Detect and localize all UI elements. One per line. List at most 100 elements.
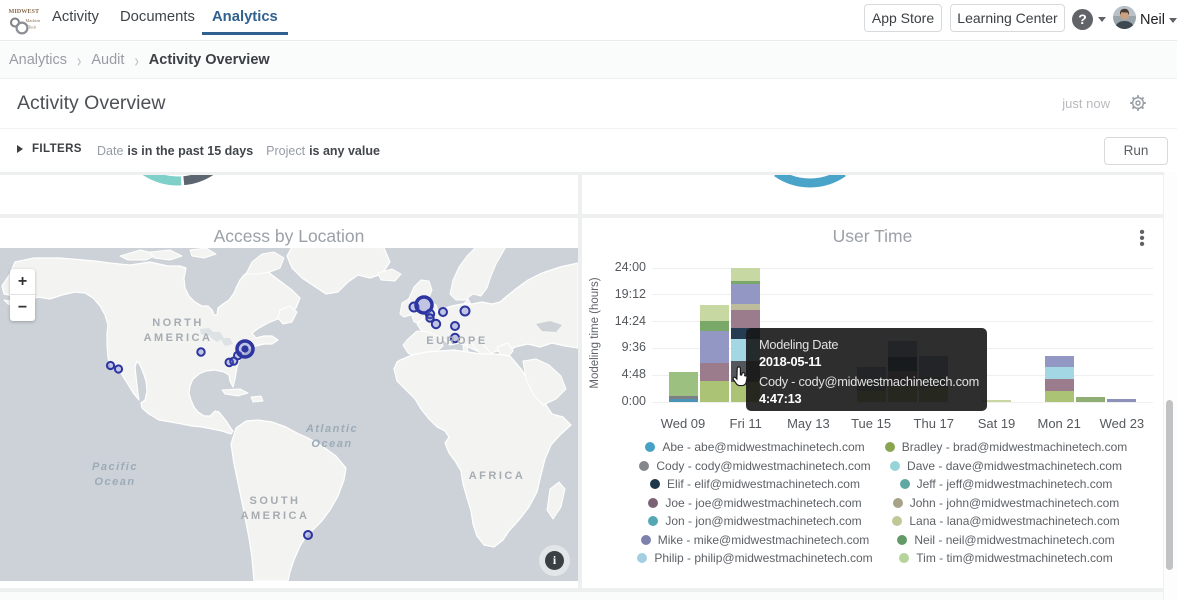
- legend-label: Neil - neil@midwestmachinetech.com: [914, 532, 1115, 547]
- breadcrumb-item[interactable]: Analytics: [9, 52, 68, 68]
- legend-item[interactable]: Neil - neil@midwestmachinetech.com: [888, 531, 1124, 550]
- bar-segment-fri-11[interactable]: [731, 310, 761, 329]
- svg-text:Machine: Machine: [26, 18, 41, 23]
- legend-item[interactable]: Joe - joe@midwestmachinetech.com: [620, 494, 890, 513]
- bar-segment-fri-11[interactable]: [731, 268, 761, 281]
- bar-segment-wed-09[interactable]: [668, 372, 698, 396]
- legend-item[interactable]: Lana - lana@midwestmachinetech.com: [888, 512, 1124, 531]
- legend-item[interactable]: Tim - tim@midwestmachinetech.com: [888, 549, 1124, 568]
- bar-segment-mon-21[interactable]: [1044, 391, 1074, 402]
- bar-segment-fri-11[interactable]: [731, 284, 761, 304]
- donut-arc-teal: [142, 174, 182, 185]
- legend-item[interactable]: Philip - philip@midwestmachinetech.com: [620, 549, 890, 568]
- legend-item[interactable]: Mike - mike@midwestmachinetech.com: [620, 531, 890, 550]
- bar-segment-thu-10[interactable]: [699, 381, 729, 402]
- bar-segment-wed-09[interactable]: [668, 395, 698, 400]
- legend-item[interactable]: John - john@midwestmachinetech.com: [888, 494, 1124, 513]
- map-landmass: [393, 349, 572, 548]
- map-label: Atlantic Ocean: [305, 423, 359, 450]
- bar-segment-fri-11[interactable]: [731, 328, 761, 340]
- map-marker[interactable]: [303, 530, 313, 540]
- filter-items: Date is in the past 15 days Project is any …: [97, 129, 380, 172]
- nav-item-activity[interactable]: Activity: [52, 9, 99, 25]
- chevron-down-icon: [1098, 17, 1106, 22]
- map-label: EUROPE: [426, 335, 488, 347]
- legend-color-dot: [884, 442, 895, 453]
- info-icon[interactable]: i: [545, 551, 564, 570]
- legend-item[interactable]: Elif - elif@midwestmachinetech.com: [620, 475, 890, 494]
- map-landmass: [221, 388, 249, 397]
- bar-segment-wed-09[interactable]: [668, 399, 698, 402]
- filters-label: FILTERS: [32, 143, 82, 155]
- world-map[interactable]: NORTH AMERICA EUROPE SOUTH AMERICA AFRICA At…: [0, 226, 578, 582]
- triangle-right-icon: [17, 145, 23, 153]
- legend-item[interactable]: Cody - cody@midwestmachinetech.com: [620, 457, 890, 476]
- bar-segment-wed-23[interactable]: [1107, 398, 1137, 402]
- x-tick-label: Mon 21: [1037, 416, 1081, 431]
- help-menu[interactable]: ?: [1072, 8, 1106, 32]
- legend-label: Tim - tim@midwestmachinetech.com: [916, 551, 1113, 566]
- bar-segment-tue-22[interactable]: [1076, 397, 1106, 402]
- bar-segment-thu-10[interactable]: [699, 363, 729, 382]
- zoom-out-button[interactable]: −: [17, 299, 28, 316]
- legend-item[interactable]: Bradley - brad@midwestmachinetech.com: [884, 438, 1127, 457]
- map-marker[interactable]: [113, 364, 124, 374]
- y-tick-label: 9:36: [621, 340, 646, 355]
- map-label: AFRICA: [468, 470, 526, 482]
- bar-segment-mon-21[interactable]: [1044, 367, 1074, 379]
- bar-segment-fri-11[interactable]: [731, 303, 761, 311]
- filter-date[interactable]: Date is in the past 15 days: [97, 144, 253, 158]
- bar-segment-mon-21[interactable]: [1044, 356, 1074, 368]
- map-marker[interactable]: [450, 321, 460, 331]
- map-marker[interactable]: [196, 347, 206, 357]
- legend-label: Abe - abe@midwestmachinetech.com: [662, 440, 865, 455]
- zoom-in-button[interactable]: +: [10, 269, 35, 295]
- chevron-down-icon[interactable]: [1169, 18, 1177, 23]
- map-marker[interactable]: [449, 332, 461, 344]
- legend-label: John - john@midwestmachinetech.com: [909, 495, 1120, 510]
- legend-item[interactable]: Jon - jon@midwestmachinetech.com: [620, 512, 890, 531]
- breadcrumb-item[interactable]: Audit: [91, 52, 125, 68]
- map-marker[interactable]: [438, 307, 448, 317]
- bar-segment-mon-21[interactable]: [1044, 378, 1074, 392]
- bar-segment-thu-10[interactable]: [699, 321, 729, 331]
- user-name[interactable]: Neil: [1140, 12, 1165, 28]
- company-logo[interactable]: MIDWEST Machine Tech: [8, 5, 41, 36]
- map-marker-core: [241, 345, 249, 353]
- map-marker[interactable]: [459, 305, 471, 317]
- run-button[interactable]: Run: [1104, 137, 1168, 165]
- legend-item[interactable]: Dave - dave@midwestmachinetech.com: [888, 457, 1124, 476]
- legend-label: Dave - dave@midwestmachinetech.com: [907, 458, 1122, 473]
- nav-item-documents[interactable]: Documents: [120, 9, 195, 25]
- map-landmass: [522, 358, 567, 406]
- filter-field: Date: [97, 143, 124, 158]
- chart-tooltip: Modeling Date 2018-05-11 Cody - cody@mid…: [746, 328, 987, 411]
- svg-text:MIDWEST: MIDWEST: [9, 8, 40, 15]
- map-marker[interactable]: [414, 295, 434, 315]
- breadcrumb-item[interactable]: Activity Overview: [148, 52, 270, 68]
- bar-segment-thu-10[interactable]: [699, 304, 729, 322]
- kebab-menu-icon[interactable]: • • •: [1139, 224, 1145, 253]
- x-tick-label: May 13: [787, 416, 830, 431]
- app-store-button[interactable]: App Store: [864, 4, 942, 32]
- learning-center-button[interactable]: Learning Center: [950, 4, 1065, 32]
- filter-project[interactable]: Project is any value: [266, 144, 380, 158]
- gridline: [652, 294, 1153, 296]
- y-tick-label: 4:48: [621, 367, 646, 382]
- avatar[interactable]: [1113, 6, 1136, 29]
- legend-item[interactable]: Abe - abe@midwestmachinetech.com: [620, 438, 890, 457]
- chart-tile-title: User Time: [832, 226, 913, 246]
- bar-segment-fri-11[interactable]: [731, 280, 761, 285]
- scrollbar-thumb[interactable]: [1166, 400, 1173, 570]
- nav-item-analytics[interactable]: Analytics: [202, 0, 288, 35]
- gear-icon[interactable]: [1129, 94, 1147, 112]
- legend-color-dot: [648, 516, 659, 527]
- map-marker[interactable]: [105, 360, 116, 371]
- map-marker[interactable]: [430, 318, 442, 330]
- legend-item[interactable]: Jeff - jeff@midwestmachinetech.com: [888, 475, 1124, 494]
- bar-segment-sat-19[interactable]: [982, 400, 1011, 402]
- x-tick-label: Tue 15: [851, 416, 892, 431]
- bar-segment-thu-10[interactable]: [699, 330, 729, 364]
- filters-toggle[interactable]: FILTERS: [17, 143, 82, 155]
- map-marker[interactable]: [425, 313, 435, 323]
